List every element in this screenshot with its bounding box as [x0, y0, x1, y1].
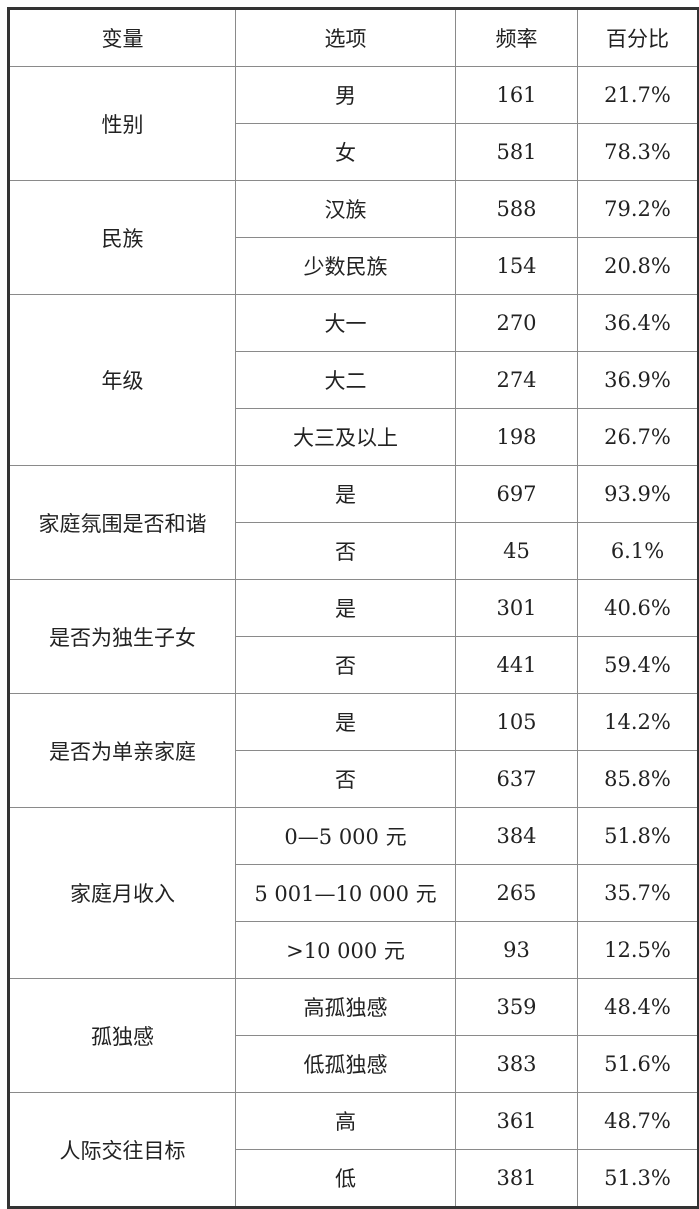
- table-row: 家庭月收入 0—5 000 元 384 51.8%: [8, 807, 699, 979]
- table-row: 否 441 59.4%: [9, 636, 699, 694]
- option-cell: 否: [235, 522, 456, 580]
- header-frequency: 频率: [455, 8, 578, 67]
- variable-cell: 家庭月收入: [8, 807, 236, 979]
- percent-cell: 26.7%: [577, 408, 699, 466]
- percent-cell: 36.4%: [577, 294, 699, 352]
- frequency-cell: 301: [455, 579, 578, 637]
- frequency-cell: 381: [455, 1149, 578, 1208]
- frequency-cell: 161: [455, 66, 578, 124]
- percent-cell: 6.1%: [577, 522, 699, 580]
- table-row: 低孤独感 383 51.6%: [9, 1035, 699, 1093]
- frequency-cell: 274: [455, 351, 578, 409]
- percent-cell: 48.7%: [577, 1092, 699, 1150]
- percent-cell: 59.4%: [577, 636, 699, 694]
- option-cell: 否: [235, 750, 456, 808]
- option-cell: 少数民族: [235, 237, 456, 295]
- variable-cell: 家庭氛围是否和谐: [8, 465, 236, 580]
- header-variable: 变量: [8, 8, 236, 67]
- option-cell: 是: [235, 465, 456, 523]
- table-row: 人际交往目标高 361 48.7%: [8, 1092, 699, 1208]
- variable-cell: 年级: [8, 294, 236, 466]
- frequency-cell: 441: [455, 636, 578, 694]
- option-cell: 大二: [235, 351, 456, 409]
- table-row: 民族 汉族 588 79.2%: [8, 180, 699, 295]
- option-cell: 大三及以上: [235, 408, 456, 466]
- percent-cell: 40.6%: [577, 579, 699, 637]
- frequency-cell: 383: [455, 1035, 578, 1093]
- frequency-cell: 588: [455, 180, 578, 238]
- percent-cell: 78.3%: [577, 123, 699, 181]
- option-cell: 女: [235, 123, 456, 181]
- frequency-cell: 198: [455, 408, 578, 466]
- variable-cell: 是否为独生子女: [8, 579, 236, 694]
- variable-cell: 是否为单亲家庭: [8, 693, 236, 808]
- percent-cell: 85.8%: [577, 750, 699, 808]
- frequency-cell: 637: [455, 750, 578, 808]
- table-row: 是否为独生子女是 301 40.6%: [8, 579, 699, 694]
- variable-cell: 孤独感: [8, 978, 236, 1093]
- table-row: 女 581 78.3%: [9, 123, 699, 181]
- frequency-cell: 105: [455, 693, 578, 751]
- option-cell: >10 000 元: [235, 921, 456, 979]
- table-row: 大三及以上 198 26.7%: [9, 408, 699, 466]
- option-cell: 是: [235, 693, 456, 751]
- frequency-cell: 265: [455, 864, 578, 922]
- frequency-cell: 697: [455, 465, 578, 523]
- table-row: 大二 274 36.9%: [9, 351, 699, 409]
- option-cell: 0—5 000 元: [235, 807, 456, 865]
- header-option: 选项: [235, 8, 456, 67]
- percent-cell: 35.7%: [577, 864, 699, 922]
- table-row: 低 381 51.3%: [9, 1149, 699, 1208]
- header-percent: 百分比: [577, 8, 699, 67]
- table-row: 家庭氛围是否和谐是 697 93.9%: [8, 465, 699, 580]
- variable-cell: 民族: [8, 180, 236, 295]
- table-row: 5 001—10 000 元 265 35.7%: [9, 864, 699, 922]
- option-cell: 低孤独感: [235, 1035, 456, 1093]
- option-cell: 高孤独感: [235, 978, 456, 1036]
- option-cell: 低: [235, 1149, 456, 1208]
- percent-cell: 14.2%: [577, 693, 699, 751]
- frequency-cell: 384: [455, 807, 578, 865]
- header-row: 变量 选项 频率 百分比: [8, 8, 699, 67]
- frequency-cell: 581: [455, 123, 578, 181]
- table-row: 少数民族 154 20.8%: [9, 237, 699, 295]
- percent-cell: 36.9%: [577, 351, 699, 409]
- percent-cell: 48.4%: [577, 978, 699, 1036]
- percent-cell: 21.7%: [577, 66, 699, 124]
- frequency-cell: 93: [455, 921, 578, 979]
- option-cell: 高: [235, 1092, 456, 1150]
- demographics-table: 变量 选项 频率 百分比 性别男 161 21.7% 女 581 78.3% 民族 汉族 588…: [7, 7, 699, 1209]
- option-cell: 是: [235, 579, 456, 637]
- table-row: 孤独感 高孤独感 359 48.4%: [8, 978, 699, 1093]
- option-cell: 大一: [235, 294, 456, 352]
- percent-cell: 51.6%: [577, 1035, 699, 1093]
- percent-cell: 12.5%: [577, 921, 699, 979]
- percent-cell: 51.8%: [577, 807, 699, 865]
- variable-cell: 性别: [8, 66, 236, 181]
- option-cell: 汉族: [235, 180, 456, 238]
- option-cell: 否: [235, 636, 456, 694]
- frequency-cell: 359: [455, 978, 578, 1036]
- percent-cell: 93.9%: [577, 465, 699, 523]
- percent-cell: 20.8%: [577, 237, 699, 295]
- frequency-cell: 361: [455, 1092, 578, 1150]
- option-cell: 男: [235, 66, 456, 124]
- table-row: 是否为单亲家庭是 105 14.2%: [8, 693, 699, 808]
- frequency-cell: 270: [455, 294, 578, 352]
- percent-cell: 51.3%: [577, 1149, 699, 1208]
- table-row: 否 45 6.1%: [9, 522, 699, 580]
- frequency-cell: 154: [455, 237, 578, 295]
- table-row: 性别男 161 21.7%: [8, 66, 699, 181]
- variable-cell: 人际交往目标: [8, 1092, 236, 1208]
- table-row: 年级 大一 270 36.4%: [8, 294, 699, 466]
- frequency-cell: 45: [455, 522, 578, 580]
- option-cell: 5 001—10 000 元: [235, 864, 456, 922]
- table-row: >10 000 元 93 12.5%: [9, 921, 699, 979]
- percent-cell: 79.2%: [577, 180, 699, 238]
